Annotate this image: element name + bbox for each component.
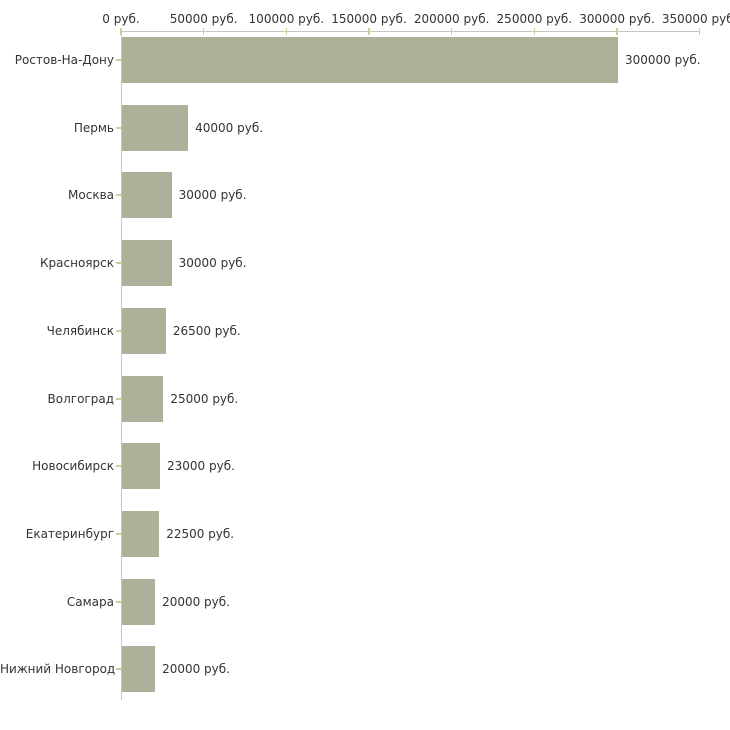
value-label: 25000 руб. bbox=[170, 391, 239, 406]
category-tick bbox=[116, 668, 121, 671]
bar-9 bbox=[122, 578, 156, 625]
category-tick bbox=[116, 397, 121, 400]
x-axis-tick bbox=[285, 28, 288, 35]
category-label: Москва bbox=[68, 188, 114, 203]
bar-3 bbox=[122, 172, 172, 219]
category-tick bbox=[116, 532, 121, 535]
bar-5 bbox=[122, 307, 166, 354]
bar-1 bbox=[122, 37, 618, 83]
y-axis-line bbox=[121, 31, 122, 700]
x-axis-tick-label: 0 руб. bbox=[102, 12, 140, 26]
x-axis-tick-label: 200000 руб. bbox=[413, 12, 490, 26]
bar-10 bbox=[122, 646, 156, 693]
value-label: 23000 руб. bbox=[167, 459, 235, 474]
category-tick bbox=[116, 329, 121, 332]
bar-4 bbox=[122, 240, 172, 287]
value-label: 26500 руб. bbox=[172, 323, 241, 338]
category-label: Самара bbox=[66, 594, 114, 609]
category-tick bbox=[116, 600, 121, 603]
x-axis-tick-label: 250000 руб. bbox=[496, 12, 573, 26]
bar-8 bbox=[122, 510, 160, 557]
x-axis-tick bbox=[533, 28, 536, 35]
category-tick bbox=[116, 59, 121, 61]
bar-2 bbox=[122, 104, 189, 151]
x-axis-tick bbox=[120, 28, 122, 35]
value-label: 300000 руб. bbox=[625, 53, 701, 67]
x-axis-tick-label: 300000 руб. bbox=[579, 12, 655, 26]
x-axis-tick bbox=[202, 28, 205, 35]
value-label: 20000 руб. bbox=[162, 594, 230, 609]
category-label: Екатеринбург bbox=[25, 526, 114, 541]
category-label: Красноярск bbox=[40, 256, 114, 271]
value-label: 40000 руб. bbox=[195, 120, 264, 135]
category-tick bbox=[116, 126, 121, 129]
bar-6 bbox=[122, 375, 164, 422]
category-label: Челябинск bbox=[46, 323, 114, 338]
category-tick bbox=[116, 194, 121, 197]
category-label: Пермь bbox=[73, 120, 114, 135]
category-label: Новосибирск bbox=[32, 459, 114, 474]
value-label: 30000 руб. bbox=[178, 188, 247, 203]
bar-7 bbox=[122, 443, 161, 490]
category-label: Нижний Новгород bbox=[0, 662, 116, 677]
value-label: 20000 руб. bbox=[162, 662, 230, 677]
x-axis-tick bbox=[450, 28, 453, 35]
value-label: 22500 руб. bbox=[166, 526, 235, 541]
category-label: Волгоград bbox=[47, 391, 114, 406]
x-axis-tick bbox=[368, 28, 370, 35]
x-axis-tick-label: 150000 руб. bbox=[331, 12, 407, 26]
category-label: Ростов-На-Дону bbox=[14, 53, 114, 67]
x-axis-tick-label: 100000 руб. bbox=[248, 12, 325, 26]
x-axis-line bbox=[121, 31, 700, 32]
category-tick bbox=[116, 465, 121, 468]
x-axis-tick-label: 50000 руб. bbox=[169, 12, 238, 26]
x-axis-tick bbox=[698, 28, 701, 35]
x-axis-tick bbox=[616, 28, 618, 35]
category-tick bbox=[116, 262, 121, 265]
value-label: 30000 руб. bbox=[178, 256, 247, 271]
x-axis-tick-label: 350000 руб. bbox=[661, 12, 730, 26]
